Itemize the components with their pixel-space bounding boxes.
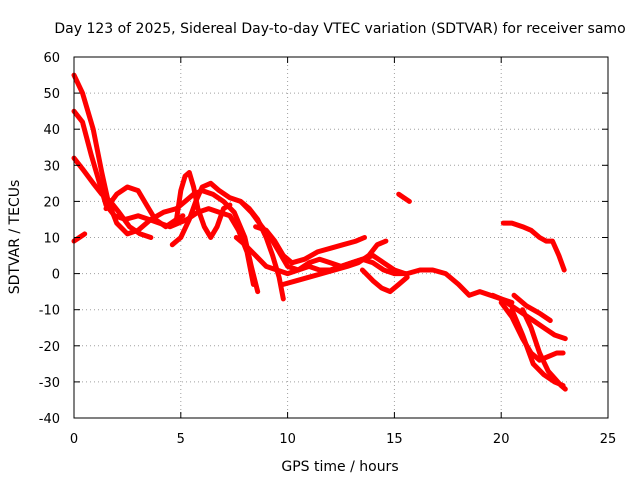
series-line-sat-a xyxy=(71,72,261,295)
y-tick-label: 40 xyxy=(43,123,60,138)
series-line-sat-t xyxy=(500,220,567,273)
x-tick-label: 15 xyxy=(386,432,403,447)
series-line-sat-g xyxy=(174,170,233,240)
series-line-sat-k xyxy=(280,238,389,287)
y-tick-label: 50 xyxy=(43,87,60,102)
y-tick-label: 10 xyxy=(43,232,60,247)
series-line-sat-p xyxy=(498,300,566,363)
series-line-sat-r xyxy=(520,307,568,392)
series-line-sat-f xyxy=(169,180,286,302)
series-line-sat-l xyxy=(359,267,410,295)
series-line-sat-m xyxy=(396,191,412,204)
x-tick-label: 0 xyxy=(70,432,78,447)
x-tick-label: 10 xyxy=(279,432,296,447)
series-layer xyxy=(71,72,568,392)
series-line-sat-j xyxy=(253,224,367,266)
chart-title: Day 123 of 2025, Sidereal Day-to-day VTE… xyxy=(54,21,625,37)
x-tick-label: 5 xyxy=(177,432,185,447)
y-axis-title: SDTVAR / TECUs xyxy=(7,180,23,295)
x-axis-title: GPS time / hours xyxy=(281,459,398,475)
x-tick-label: 20 xyxy=(493,432,510,447)
y-tick-label: 0 xyxy=(52,268,60,283)
series-line-sat-h xyxy=(233,235,408,277)
y-tick-label: 60 xyxy=(43,51,60,66)
y-tick-label: 30 xyxy=(43,159,60,174)
grid-layer xyxy=(74,57,608,418)
y-tick-label: -40 xyxy=(39,412,60,427)
series-line-sat-s xyxy=(511,292,553,323)
y-tick-label: -30 xyxy=(39,376,60,391)
y-tick-label: -10 xyxy=(39,304,60,319)
axis-layer: 0 5 10 15 20 25 -40 -30 -20 -10 0 10 20 30 40 50 60 xyxy=(39,51,617,447)
y-tick-label: 20 xyxy=(43,195,60,210)
series-line-sat-e xyxy=(103,184,186,230)
y-tick-label: -20 xyxy=(39,340,60,355)
x-tick-label: 25 xyxy=(600,432,617,447)
